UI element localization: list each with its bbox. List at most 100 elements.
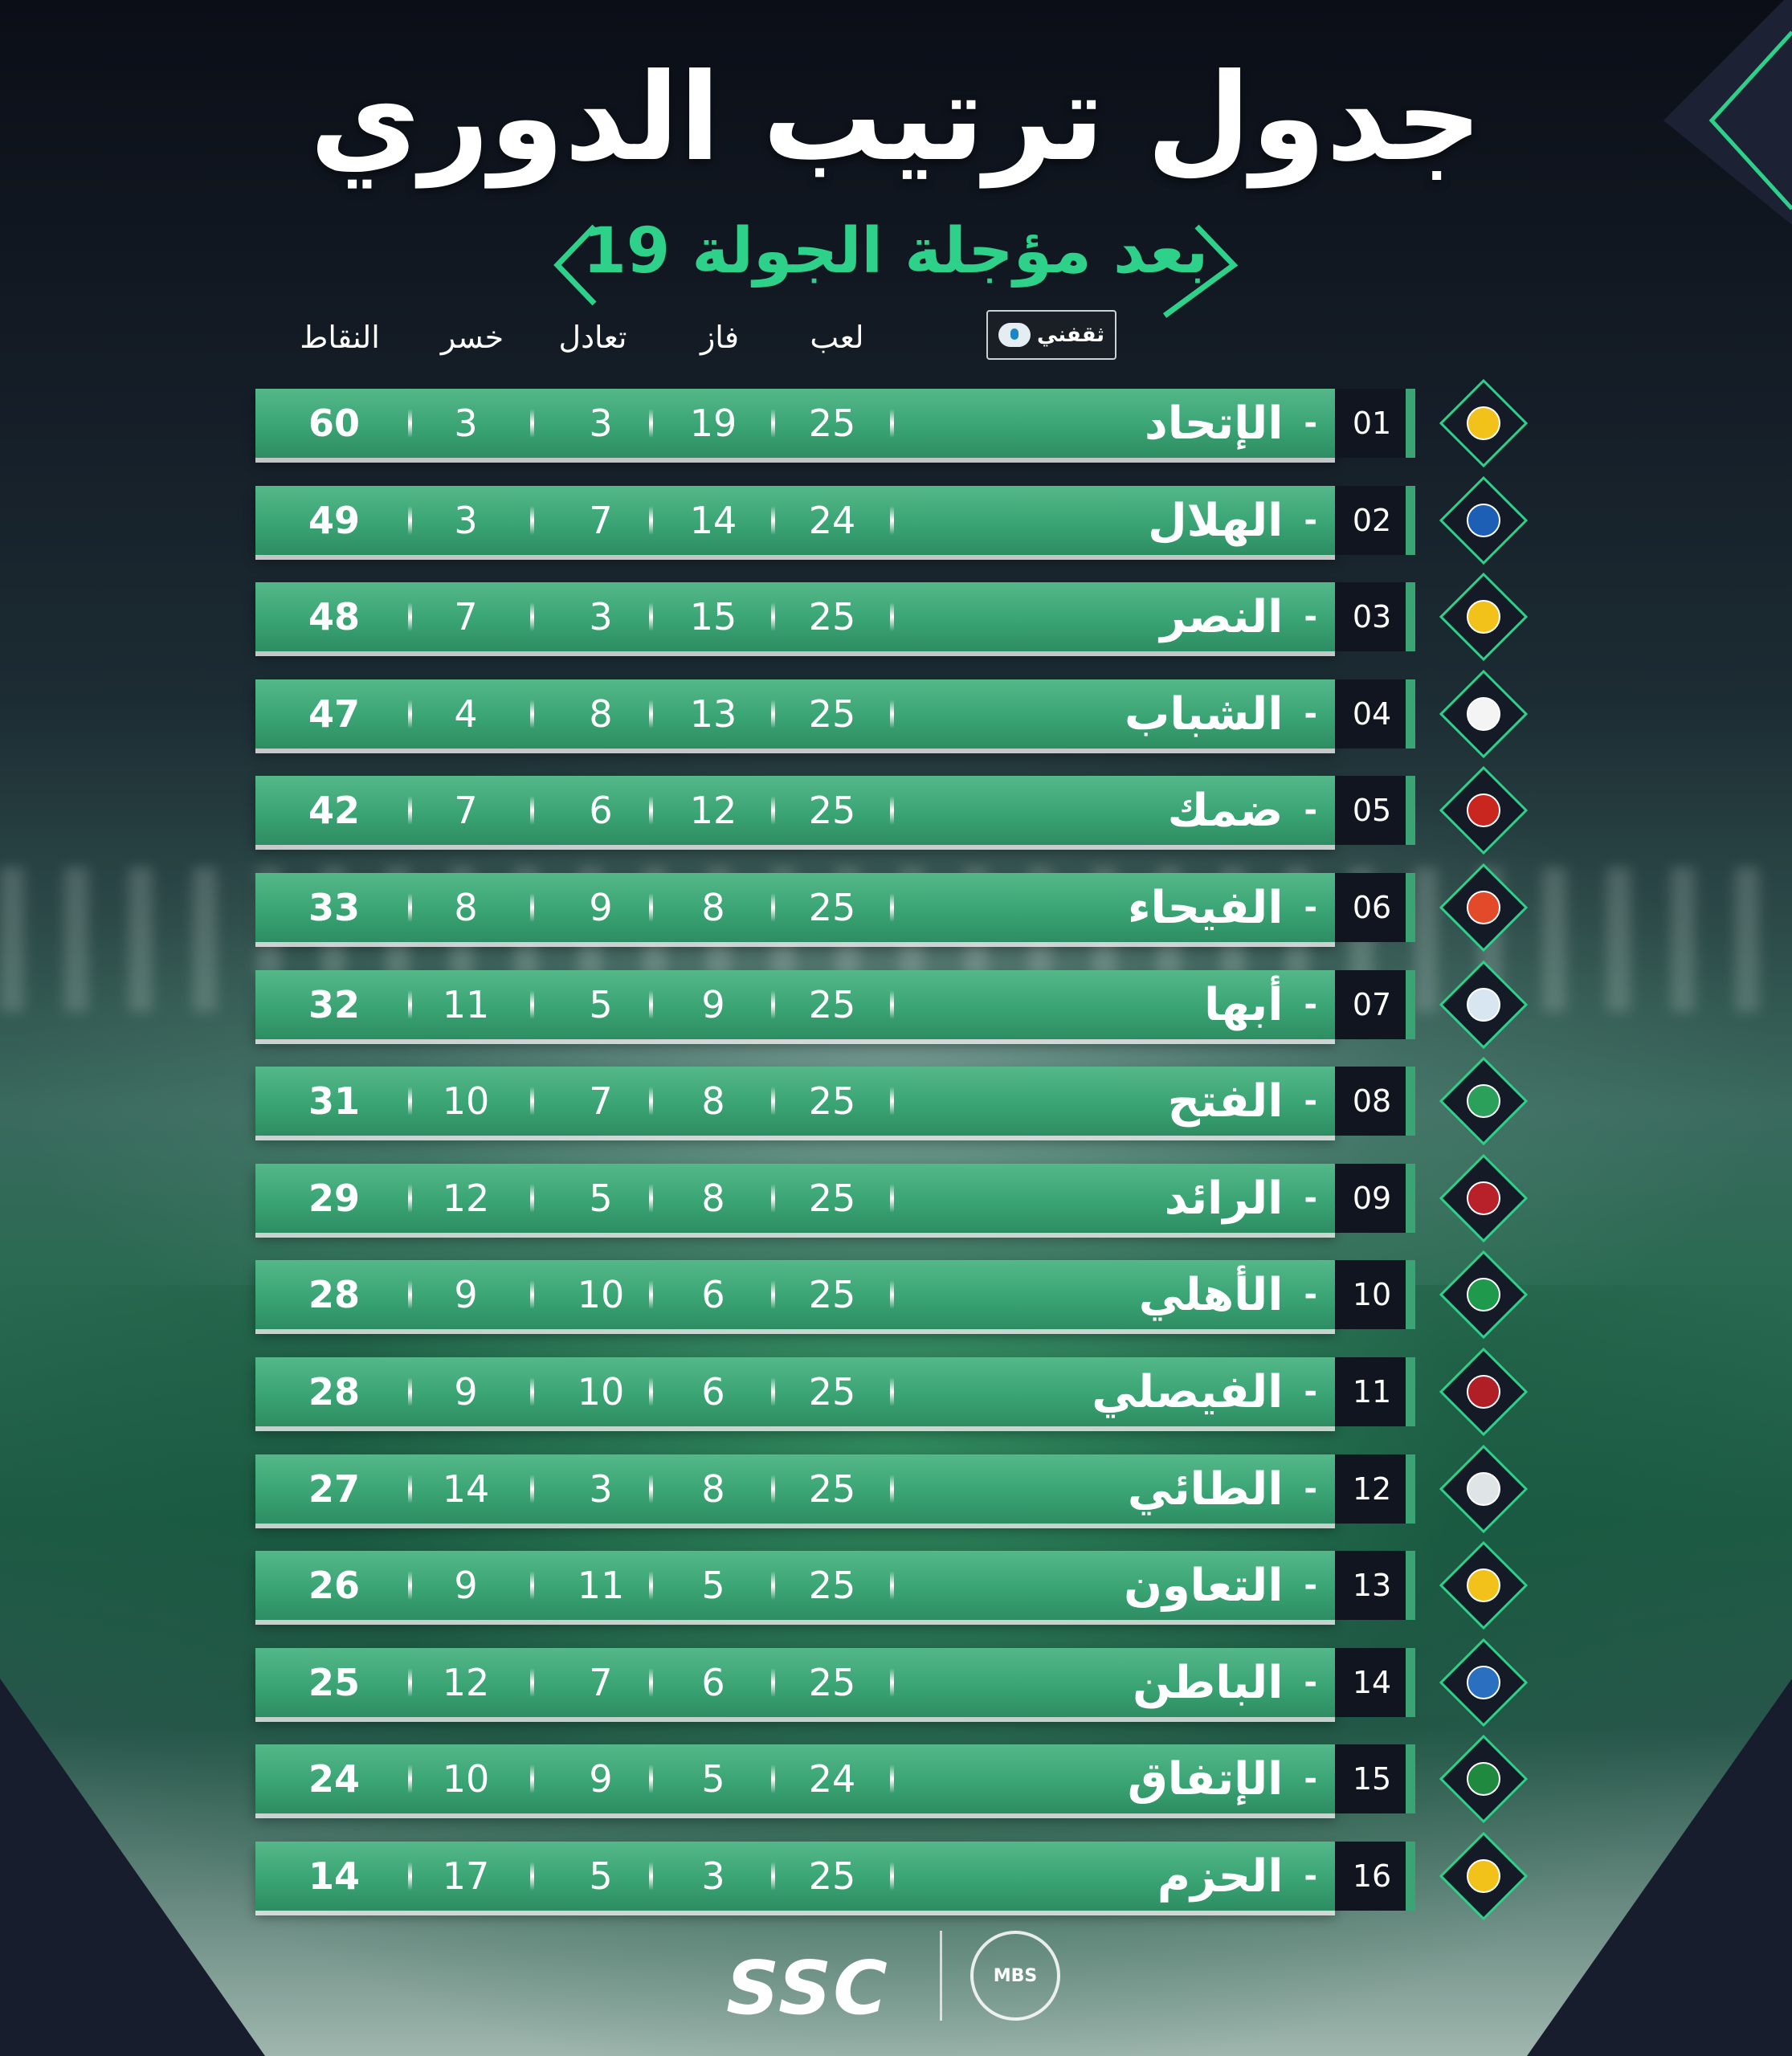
team-name: أبها bbox=[1204, 978, 1284, 1031]
table-row: 16 الحزم - 25 3 5 17 14 bbox=[0, 1832, 1792, 1920]
rank-accent bbox=[1406, 1744, 1415, 1813]
column-separator bbox=[408, 990, 412, 1019]
rank-accent bbox=[1406, 679, 1415, 749]
column-separator bbox=[649, 1571, 653, 1600]
column-separator bbox=[530, 893, 534, 922]
team-name: الفيصلي bbox=[1092, 1365, 1284, 1418]
won-cell: 3 bbox=[701, 1854, 725, 1898]
team-cell: الفتح - bbox=[884, 1067, 1317, 1136]
team-dash: - bbox=[1304, 598, 1317, 635]
column-separator bbox=[771, 506, 775, 535]
drawn-cell: 10 bbox=[577, 1273, 625, 1316]
points-cell: 28 bbox=[308, 1273, 360, 1316]
column-separator bbox=[408, 700, 412, 728]
points-cell: 29 bbox=[308, 1177, 360, 1220]
team-cell: الحزم - bbox=[884, 1842, 1317, 1911]
league-logo: MBS bbox=[970, 1931, 1060, 2021]
row-bar bbox=[255, 486, 1335, 555]
row-bar bbox=[255, 1067, 1335, 1136]
column-separator bbox=[530, 700, 534, 728]
row-bar bbox=[255, 1454, 1335, 1524]
footer-logos: SSC MBS bbox=[715, 1919, 1084, 2032]
lost-cell: 12 bbox=[442, 1177, 490, 1220]
played-cell: 25 bbox=[808, 1854, 856, 1898]
drawn-cell: 3 bbox=[589, 595, 613, 638]
row-bar bbox=[255, 873, 1335, 942]
rank-cell: 10 bbox=[1335, 1260, 1409, 1329]
team-cell: أبها - bbox=[884, 970, 1317, 1039]
column-separator bbox=[890, 409, 894, 438]
column-separator bbox=[408, 1377, 412, 1406]
drawn-cell: 8 bbox=[589, 692, 613, 736]
team-dash: - bbox=[1304, 986, 1317, 1023]
row-bar bbox=[255, 1551, 1335, 1620]
team-name: الهلال bbox=[1148, 494, 1284, 547]
column-separator bbox=[771, 1668, 775, 1697]
table-row: 06 الفيحاء - 25 8 9 8 33 bbox=[0, 863, 1792, 952]
lost-cell: 7 bbox=[454, 789, 478, 832]
column-separator bbox=[530, 1571, 534, 1600]
played-cell: 25 bbox=[808, 402, 856, 445]
played-cell: 25 bbox=[808, 886, 856, 929]
rank-accent bbox=[1406, 1357, 1415, 1426]
column-separator bbox=[890, 1571, 894, 1600]
played-cell: 24 bbox=[808, 1757, 856, 1801]
rank-cell: 06 bbox=[1335, 873, 1409, 942]
won-cell: 6 bbox=[701, 1661, 725, 1704]
team-crest-icon bbox=[1439, 573, 1528, 661]
points-cell: 33 bbox=[308, 886, 360, 929]
column-separator bbox=[530, 1668, 534, 1697]
rank-cell: 03 bbox=[1335, 582, 1409, 651]
row-bar bbox=[255, 389, 1335, 458]
header-lost: خسر bbox=[440, 320, 504, 355]
column-separator bbox=[649, 506, 653, 535]
team-name: الأهلي bbox=[1138, 1268, 1284, 1321]
lost-cell: 17 bbox=[442, 1854, 490, 1898]
footer-divider bbox=[940, 1931, 942, 2021]
page-title: جدول ترتيب الدوري bbox=[309, 48, 1483, 188]
won-cell: 6 bbox=[701, 1273, 725, 1316]
subtitle-text: بعد مؤجلة الجولة 19 bbox=[582, 215, 1209, 288]
played-cell: 25 bbox=[808, 1661, 856, 1704]
column-separator bbox=[771, 990, 775, 1019]
team-name: الفتح bbox=[1167, 1075, 1284, 1128]
column-separator bbox=[530, 1862, 534, 1891]
table-row: 11 الفيصلي - 25 6 10 9 28 bbox=[0, 1348, 1792, 1436]
won-cell: 14 bbox=[689, 499, 737, 542]
team-dash: - bbox=[1304, 1471, 1317, 1507]
rank-cell: 08 bbox=[1335, 1067, 1409, 1136]
league-logo-text: MBS bbox=[993, 1965, 1038, 1986]
team-dash: - bbox=[1304, 792, 1317, 829]
team-dash: - bbox=[1304, 1664, 1317, 1701]
table-row: 09 الرائد - 25 8 5 12 29 bbox=[0, 1154, 1792, 1242]
column-separator bbox=[890, 1087, 894, 1116]
column-separator bbox=[530, 1280, 534, 1309]
rank-accent bbox=[1406, 1648, 1415, 1717]
ssc-logo: SSC bbox=[726, 1945, 889, 2031]
table-row: 12 الطائي - 25 8 3 14 27 bbox=[0, 1445, 1792, 1533]
column-separator bbox=[649, 1862, 653, 1891]
column-separator bbox=[649, 1475, 653, 1503]
table-row: 05 ضمك - 25 12 6 7 42 bbox=[0, 766, 1792, 855]
points-cell: 31 bbox=[308, 1079, 360, 1123]
team-name: الشباب bbox=[1125, 687, 1284, 740]
team-dash: - bbox=[1304, 696, 1317, 732]
team-crest-icon bbox=[1439, 863, 1528, 952]
column-separator bbox=[408, 1862, 412, 1891]
team-name: الإتفاق bbox=[1127, 1752, 1284, 1805]
column-separator bbox=[890, 1280, 894, 1309]
column-separator bbox=[408, 796, 412, 825]
won-cell: 13 bbox=[689, 692, 737, 736]
team-cell: الرائد - bbox=[884, 1164, 1317, 1233]
column-separator bbox=[890, 1764, 894, 1793]
column-separator bbox=[408, 1764, 412, 1793]
right-panel-shape bbox=[1527, 1679, 1792, 2056]
rank-cell: 15 bbox=[1335, 1744, 1409, 1813]
team-crest-icon bbox=[1439, 1250, 1528, 1339]
column-separator bbox=[649, 409, 653, 438]
drawn-cell: 7 bbox=[589, 1079, 613, 1123]
team-dash: - bbox=[1304, 1567, 1317, 1604]
column-separator bbox=[890, 506, 894, 535]
played-cell: 25 bbox=[808, 983, 856, 1026]
team-crest-icon bbox=[1439, 766, 1528, 855]
